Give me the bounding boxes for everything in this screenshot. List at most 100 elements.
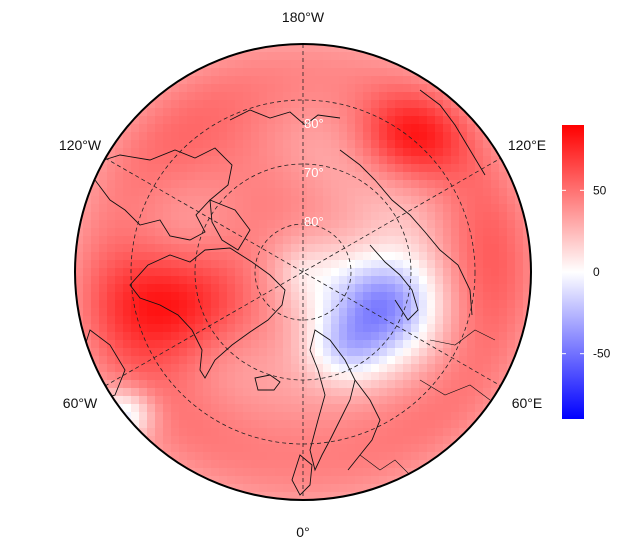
- field-cell: [507, 180, 516, 189]
- field-cell: [315, 460, 324, 469]
- field-cell: [147, 404, 156, 413]
- field-cell: [363, 348, 372, 357]
- field-cell: [219, 300, 228, 309]
- field-cell: [323, 156, 332, 165]
- field-cell: [419, 228, 428, 237]
- field-cell: [371, 140, 380, 149]
- field-cell: [379, 156, 388, 165]
- field-cell: [155, 292, 164, 301]
- field-cell: [347, 452, 356, 461]
- field-cell: [219, 76, 228, 85]
- field-cell: [75, 284, 84, 293]
- field-cell: [131, 316, 140, 325]
- field-cell: [395, 220, 404, 229]
- field-cell: [379, 284, 388, 293]
- field-cell: [307, 284, 316, 293]
- field-cell: [331, 380, 340, 389]
- field-cell: [451, 420, 460, 429]
- field-cell: [291, 300, 300, 309]
- field-cell: [419, 364, 428, 373]
- field-cell: [179, 388, 188, 397]
- field-cell: [283, 308, 292, 317]
- field-cell: [115, 156, 124, 165]
- field-cell: [163, 300, 172, 309]
- field-cell: [299, 380, 308, 389]
- field-cell: [131, 164, 140, 173]
- field-cell: [299, 332, 308, 341]
- field-cell: [211, 404, 220, 413]
- field-cell: [211, 260, 220, 269]
- field-cell: [283, 132, 292, 141]
- field-cell: [275, 300, 284, 309]
- field-cell: [291, 92, 300, 101]
- field-cell: [187, 100, 196, 109]
- field-cell: [235, 388, 244, 397]
- field-cell: [179, 460, 188, 469]
- field-cell: [315, 100, 324, 109]
- field-cell: [283, 60, 292, 69]
- field-cell: [131, 212, 140, 221]
- field-cell: [435, 420, 444, 429]
- field-cell: [291, 388, 300, 397]
- field-cell: [227, 332, 236, 341]
- field-cell: [195, 124, 204, 133]
- field-cell: [347, 388, 356, 397]
- field-cell: [107, 268, 116, 277]
- field-cell: [291, 156, 300, 165]
- field-cell: [299, 228, 308, 237]
- field-cell: [355, 100, 364, 109]
- field-cell: [363, 492, 372, 500]
- field-cell: [179, 372, 188, 381]
- field-cell: [403, 276, 412, 285]
- field-cell: [299, 284, 308, 293]
- field-cell: [323, 60, 332, 69]
- field-cell: [171, 268, 180, 277]
- field-cell: [411, 268, 420, 277]
- field-cell: [443, 172, 452, 181]
- field-cell: [443, 292, 452, 301]
- field-cell: [355, 332, 364, 341]
- field-cell: [339, 316, 348, 325]
- field-cell: [259, 460, 268, 469]
- field-cell: [419, 92, 428, 101]
- field-cell: [395, 108, 404, 117]
- field-cell: [315, 436, 324, 445]
- field-cell: [315, 140, 324, 149]
- field-cell: [315, 92, 324, 101]
- field-cell: [203, 84, 212, 93]
- field-cell: [427, 332, 436, 341]
- field-cell: [147, 164, 156, 173]
- field-cell: [179, 220, 188, 229]
- field-cell: [379, 84, 388, 93]
- field-cell: [299, 164, 308, 173]
- field-cell: [219, 196, 228, 205]
- field-cell: [227, 116, 236, 125]
- field-cell: [459, 172, 468, 181]
- field-cell: [99, 332, 108, 341]
- field-cell: [403, 404, 412, 413]
- field-cell: [323, 140, 332, 149]
- field-cell: [475, 164, 484, 173]
- field-cell: [147, 148, 156, 157]
- field-cell: [435, 372, 444, 381]
- field-cell: [355, 396, 364, 405]
- field-cell: [411, 300, 420, 309]
- field-cell: [299, 100, 308, 109]
- field-cell: [379, 452, 388, 461]
- field-cell: [259, 196, 268, 205]
- field-cell: [427, 204, 436, 213]
- field-cell: [115, 300, 124, 309]
- field-cell: [419, 292, 428, 301]
- field-cell: [403, 84, 412, 93]
- field-cell: [339, 348, 348, 357]
- field-cell: [323, 116, 332, 125]
- field-cell: [187, 148, 196, 157]
- field-cell: [331, 404, 340, 413]
- field-cell: [363, 68, 372, 77]
- field-cell: [363, 364, 372, 373]
- field-cell: [451, 148, 460, 157]
- field-cell: [91, 180, 100, 189]
- field-cell: [243, 372, 252, 381]
- field-cell: [331, 252, 340, 261]
- field-cell: [235, 164, 244, 173]
